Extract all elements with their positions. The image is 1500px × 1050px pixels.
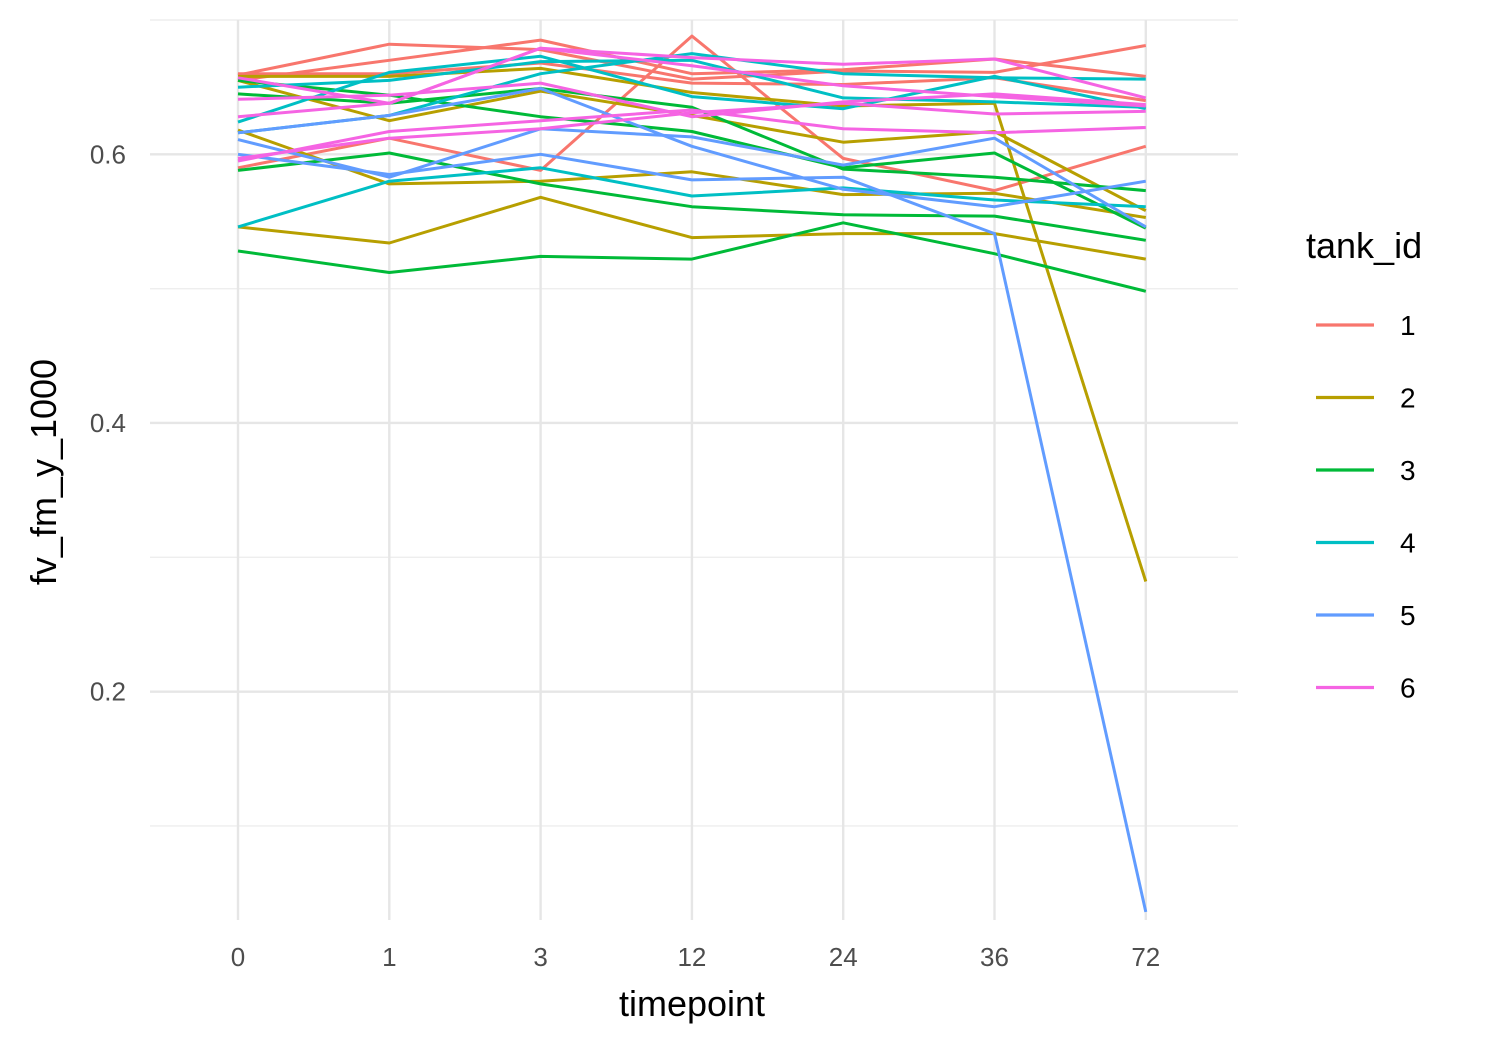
y-tick-label: 0.6: [90, 139, 126, 169]
y-tick-label: 0.4: [90, 408, 126, 438]
series-line-tank-6-23: [237, 46, 1146, 108]
legend-title: tank_id: [1306, 225, 1422, 266]
series-line-tank-5-16: [237, 152, 1148, 913]
grid: [150, 19, 1238, 920]
legend-label-1: 1: [1400, 310, 1416, 341]
series-line-tank-5-17: [237, 127, 1147, 229]
legend-label-2: 2: [1400, 383, 1416, 414]
legend: tank_id 1 2 3 4 5 6: [1306, 225, 1422, 704]
series-line-tank-2-4: [237, 128, 1147, 219]
x-tick-label: 3: [533, 942, 547, 972]
series-line-tank-4-12: [237, 166, 1146, 229]
series-line-tank-4-15: [237, 58, 1146, 109]
legend-label-6: 6: [1400, 673, 1416, 704]
x-tick-label: 12: [677, 942, 706, 972]
y-tick-label: 0.2: [90, 677, 126, 707]
legend-label-4: 4: [1400, 528, 1416, 559]
series-line-tank-4-14: [237, 54, 1147, 124]
series-line-tank-6-19: [237, 108, 1146, 163]
legend-label-3: 3: [1400, 455, 1416, 486]
x-tick-labels: 0 1 3 12 24 36 72: [231, 942, 1160, 972]
y-tick-labels: 0.2 0.4 0.6: [90, 139, 126, 706]
legend-label-5: 5: [1400, 600, 1416, 631]
series-line-tank-3-9: [237, 151, 1147, 242]
series-lines: [237, 34, 1148, 913]
y-axis-title: fv_fm_y_1000: [23, 359, 64, 585]
series-line-tank-1-0: [237, 42, 1147, 81]
x-tick-label: 1: [382, 942, 396, 972]
x-tick-label: 36: [980, 942, 1009, 972]
series-line-tank-5-18: [237, 87, 1147, 209]
series-line-tank-3-8: [237, 221, 1147, 293]
x-tick-label: 0: [231, 942, 245, 972]
series-line-tank-6-22: [237, 101, 1146, 160]
x-tick-label: 24: [829, 942, 858, 972]
x-tick-label: 72: [1131, 942, 1160, 972]
x-axis-title: timepoint: [619, 983, 765, 1024]
series-line-tank-6-20: [237, 81, 1146, 119]
